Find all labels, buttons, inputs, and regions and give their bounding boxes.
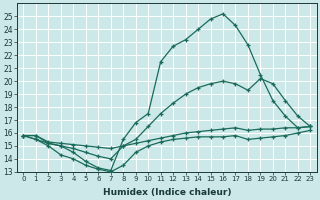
X-axis label: Humidex (Indice chaleur): Humidex (Indice chaleur) [103, 188, 231, 197]
